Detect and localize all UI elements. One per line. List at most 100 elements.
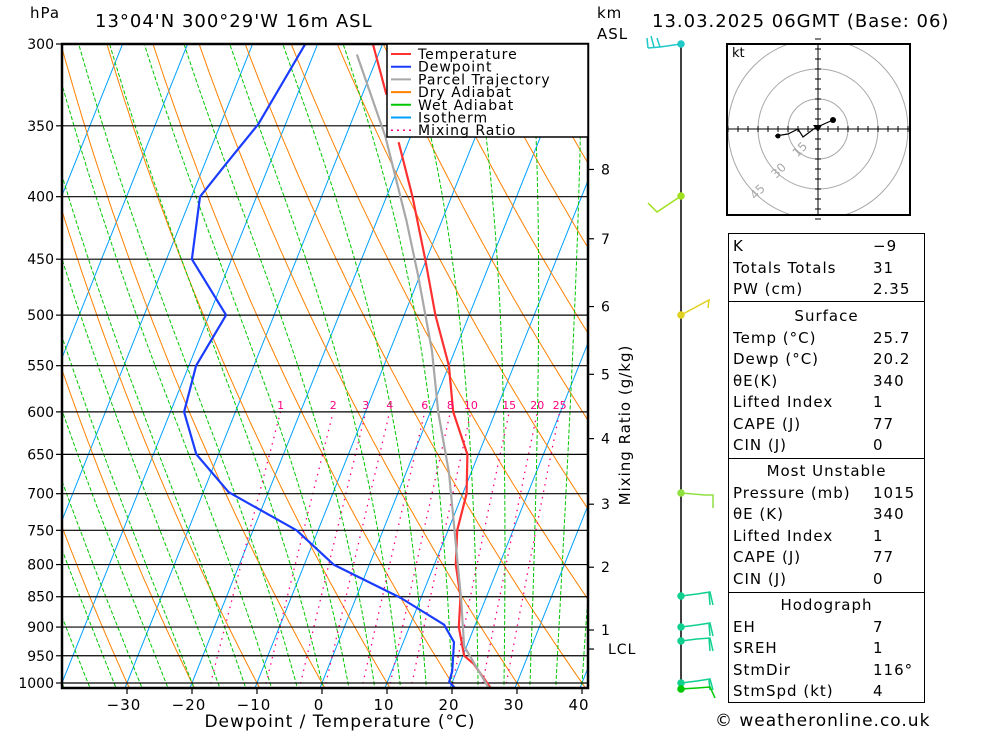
indices-most-unstable: Most Unstable Pressure (mb) 1015 θE (K) 34… bbox=[728, 458, 925, 593]
wind-barb-850 bbox=[677, 591, 714, 606]
wet-adiabat-line bbox=[109, 44, 324, 688]
index-value: 1 bbox=[873, 393, 884, 411]
pressure-tick-label: 650 bbox=[27, 447, 54, 463]
pressure-tick-label: 500 bbox=[27, 308, 54, 324]
index-value: 340 bbox=[873, 371, 905, 390]
index-value: 25.7 bbox=[873, 328, 911, 347]
mixing-ratio-label: 8 bbox=[447, 399, 454, 412]
pressure-tick-label: 700 bbox=[27, 487, 54, 503]
temperature-axis: −30 −20 −10 0 10 20 30 40 bbox=[107, 688, 589, 714]
temperature-tick-label: 30 bbox=[503, 696, 524, 714]
wet-adiabat-line bbox=[62, 408, 169, 688]
wind-barb-300 bbox=[646, 35, 685, 49]
section-title: Surface bbox=[794, 307, 859, 325]
copyright-link[interactable]: © weatheronline.co.uk bbox=[715, 711, 931, 731]
height-tick-label: 7 bbox=[601, 232, 611, 248]
index-label: θE (K) bbox=[733, 505, 784, 523]
pressure-tick-label: 300 bbox=[27, 37, 54, 53]
temperature-profile bbox=[371, 44, 388, 95]
index-label: PW (cm) bbox=[733, 280, 804, 298]
wet-adiabat-line bbox=[529, 44, 540, 688]
dry-adiabat-line bbox=[969, 26, 1000, 709]
index-value: 116° bbox=[873, 660, 914, 679]
pressure-unit-label: hPa bbox=[30, 4, 61, 22]
temperature-tick-label: 10 bbox=[373, 696, 394, 714]
index-value: 20.2 bbox=[873, 350, 911, 368]
index-value: 7 bbox=[873, 617, 884, 636]
wet-adiabat-line bbox=[407, 44, 479, 688]
temperature-tick-label: −20 bbox=[172, 696, 207, 714]
dry-adiabat-line bbox=[106, 44, 391, 688]
index-value: 1 bbox=[873, 526, 884, 545]
dry-adiabat-line bbox=[152, 44, 456, 688]
index-label: Lifted Index bbox=[733, 526, 834, 545]
dry-adiabat-line bbox=[62, 525, 130, 688]
mixing-ratio-line bbox=[208, 411, 282, 688]
wind-barb-400 bbox=[647, 192, 685, 213]
wind-barb-700 bbox=[677, 489, 714, 508]
wet-adiabat-line bbox=[555, 44, 583, 688]
datetime-title: 13.03.2025 06GMT (Base: 06) bbox=[652, 11, 950, 32]
mixing-ratio-axis-label: Mixing Ratio (g/kg) bbox=[616, 345, 634, 506]
mixing-ratio-line bbox=[361, 411, 426, 688]
legend-label: Parcel Trajectory bbox=[418, 72, 551, 88]
height-axis: 8 7 6 5 4 3 2 1 LCL bbox=[588, 162, 636, 658]
hodograph-unit: kt bbox=[732, 46, 745, 61]
dry-adiabat-line bbox=[62, 46, 326, 688]
index-label: EH bbox=[733, 617, 756, 636]
index-value: 77 bbox=[873, 414, 895, 433]
dry-adiabat-line bbox=[62, 368, 196, 688]
index-label: CAPE (J) bbox=[733, 548, 802, 566]
section-title: Hodograph bbox=[780, 596, 873, 614]
wind-barb-925 bbox=[677, 637, 714, 652]
isotherm-line bbox=[62, 44, 319, 685]
wet-adiabat-line bbox=[62, 257, 221, 688]
dry-adiabat-line bbox=[290, 44, 588, 601]
wind-barb-900 bbox=[677, 622, 714, 637]
index-value: 77 bbox=[873, 548, 895, 566]
profiles bbox=[183, 44, 492, 688]
mixing-ratio-label: 10 bbox=[464, 399, 478, 412]
temperature-tick-label: 0 bbox=[314, 696, 325, 714]
index-label: Dewp (°C) bbox=[733, 350, 820, 368]
wet-adiabat-line bbox=[143, 44, 350, 688]
wet-adiabat-line bbox=[62, 82, 273, 688]
legend-box bbox=[386, 43, 589, 138]
dry-adiabat-line bbox=[244, 44, 587, 688]
wet-adiabat-line bbox=[342, 44, 453, 688]
temperature-tick-label: 40 bbox=[568, 696, 589, 714]
mixing-ratio-line bbox=[298, 411, 367, 688]
index-label: CIN (J) bbox=[733, 436, 788, 454]
temperature-tick-label: −10 bbox=[237, 696, 272, 714]
pressure-gridlines bbox=[62, 43, 588, 684]
wet-adiabat-line bbox=[62, 548, 117, 688]
legend-label: Dry Adiabat bbox=[418, 85, 512, 101]
pressure-tick-label: 800 bbox=[27, 558, 54, 574]
isotherm-line bbox=[62, 44, 254, 522]
wet-adiabat-line bbox=[581, 588, 588, 688]
height-ref-label: ASL bbox=[597, 25, 629, 43]
index-value: −9 bbox=[873, 237, 898, 255]
height-tick-label: 5 bbox=[601, 367, 611, 383]
height-tick-label: 3 bbox=[601, 497, 611, 513]
height-tick-label: LCL bbox=[608, 642, 636, 658]
section-title: Most Unstable bbox=[766, 462, 887, 480]
pressure-axis: 300 350 400 450 500 550 600 650 700 750 800 850 900 9… bbox=[18, 37, 62, 692]
pressure-tick-label: 900 bbox=[27, 620, 54, 636]
wet-adiabat-line bbox=[62, 335, 195, 688]
wet-adiabat-line bbox=[183, 44, 376, 688]
isotherm-line bbox=[124, 44, 384, 688]
wind-barb-1000 bbox=[677, 678, 714, 691]
index-label: Temp (°C) bbox=[733, 328, 817, 347]
index-value: 4 bbox=[873, 682, 884, 700]
dry-adiabat-line bbox=[62, 209, 261, 688]
isotherm-line bbox=[254, 44, 514, 688]
height-tick-label: 1 bbox=[601, 623, 611, 639]
index-value: 0 bbox=[873, 436, 884, 454]
mixing-ratio-label: 2 bbox=[330, 399, 337, 412]
index-label: Pressure (mb) bbox=[733, 483, 851, 502]
pressure-tick-label: 450 bbox=[27, 252, 54, 268]
pressure-tick-label: 950 bbox=[27, 649, 54, 665]
